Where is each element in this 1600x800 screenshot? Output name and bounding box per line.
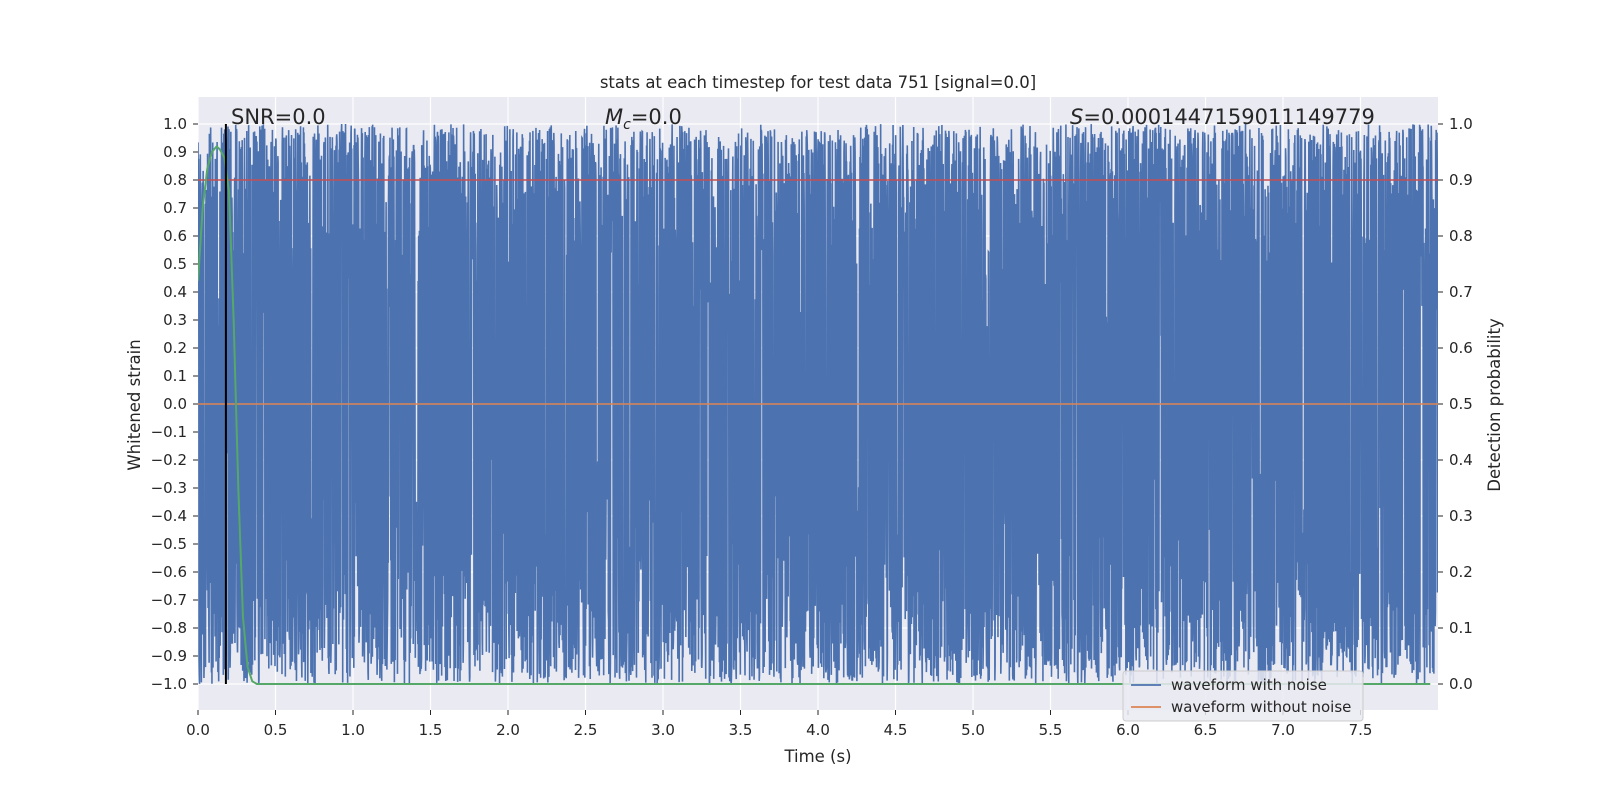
legend: waveform with noise waveform without nois…: [1122, 670, 1364, 722]
y-tick-label-left: −0.4: [151, 507, 187, 525]
y-tick-label-left: −0.5: [151, 535, 187, 553]
legend-label: waveform with noise: [1171, 676, 1327, 694]
y-tick-label-left: −0.7: [151, 591, 187, 609]
y-tick-label-left: 0.7: [163, 199, 187, 217]
x-tick-label: 6.5: [1194, 721, 1218, 739]
annotation-snr: SNR=0.0: [231, 105, 326, 129]
y-tick-label-right: 0.9: [1449, 171, 1473, 189]
y-tick-label-left: −0.6: [151, 563, 187, 581]
x-tick-label: 7.5: [1349, 721, 1373, 739]
annotation-mc-symbol: M: [605, 105, 623, 129]
y-axis-label-left: Whitened strain: [125, 339, 144, 470]
x-tick-label: 0.0: [186, 721, 210, 739]
y-tick-label-left: −0.2: [151, 451, 187, 469]
x-axis-label: Time (s): [783, 747, 851, 766]
x-tick-label: 2.0: [496, 721, 520, 739]
x-tick-label: 2.5: [574, 721, 598, 739]
x-tick-label: 1.0: [341, 721, 365, 739]
y-tick-label-left: 0.1: [163, 367, 187, 385]
y-tick-label-left: 1.0: [163, 115, 187, 133]
ticks: 0.0 0.5 1.0 1.5 2.0 2.5 3.0 3.5 4.0 4.5 5.0 5.5 6.0 6…: [151, 115, 1473, 739]
y-tick-label-left: 0.8: [163, 171, 187, 189]
y-tick-label-right: 0.3: [1449, 507, 1473, 525]
x-tick-label: 4.0: [806, 721, 830, 739]
annotation-mc-value: =0.0: [631, 105, 682, 129]
series-detection-probability: [198, 144, 1431, 685]
y-tick-label-left: 0.5: [163, 255, 187, 273]
y-tick-label-right: 1.0: [1449, 115, 1473, 133]
legend-box: [1122, 670, 1364, 722]
y-tick-label-left: −1.0: [151, 675, 187, 693]
y-tick-label-left: −0.3: [151, 479, 187, 497]
y-tick-label-right: 0.1: [1449, 619, 1473, 637]
x-tick-label: 6.0: [1116, 721, 1140, 739]
y-tick-label-left: 0.4: [163, 283, 187, 301]
y-tick-label-right: 0.6: [1449, 339, 1473, 357]
y-tick-label-right: 0.8: [1449, 227, 1473, 245]
x-tick-label: 7.0: [1271, 721, 1295, 739]
y-axis-label-right: Detection probability: [1485, 318, 1504, 492]
y-tick-label-left: 0.0: [163, 395, 187, 413]
chart-title: stats at each timestep for test data 751…: [600, 73, 1036, 92]
x-tick-label: 1.5: [419, 721, 443, 739]
x-tick-label: 4.5: [884, 721, 908, 739]
y-tick-label-right: 0.4: [1449, 451, 1473, 469]
annotation-mc-sub: c: [623, 117, 631, 133]
y-tick-label-right: 0.7: [1449, 283, 1473, 301]
y-tick-label-left: 0.6: [163, 227, 187, 245]
y-tick-label-right: 0.5: [1449, 395, 1473, 413]
y-tick-label-left: −0.9: [151, 647, 187, 665]
annotation-mc: Mc=0.0: [605, 105, 682, 133]
x-tick-label: 5.0: [961, 721, 985, 739]
y-tick-label-right: 0.2: [1449, 563, 1473, 581]
y-tick-label-left: 0.2: [163, 339, 187, 357]
x-tick-label: 5.5: [1039, 721, 1063, 739]
legend-label: waveform without noise: [1171, 698, 1351, 716]
series-waveform-with-noise: [198, 123, 1438, 684]
y-tick-label-left: 0.3: [163, 311, 187, 329]
x-tick-label: 3.5: [729, 721, 753, 739]
x-tick-label: 0.5: [264, 721, 288, 739]
series-layer: [198, 123, 1438, 685]
y-tick-label-left: −0.8: [151, 619, 187, 637]
y-tick-label-left: 0.9: [163, 143, 187, 161]
annotation-s: S=0.0001447159011149779: [1070, 105, 1375, 129]
annotation-s-symbol: S: [1070, 105, 1083, 129]
y-tick-label-right: 0.0: [1449, 675, 1473, 693]
y-tick-label-left: −0.1: [151, 423, 187, 441]
annotation-s-value: =0.0001447159011149779: [1083, 105, 1375, 129]
x-tick-label: 3.0: [651, 721, 675, 739]
